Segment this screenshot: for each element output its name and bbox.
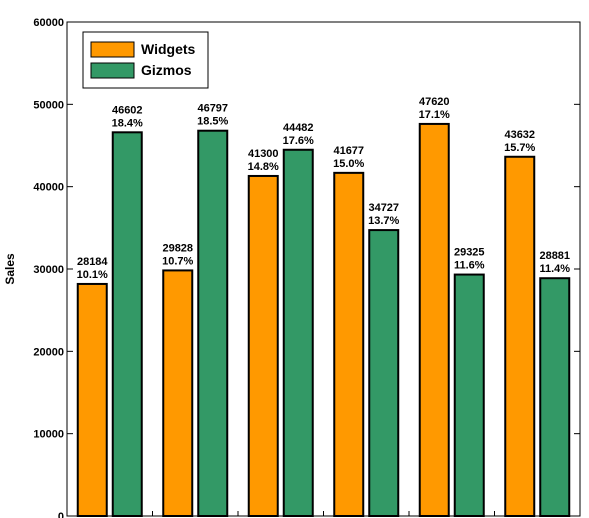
value-label: 46602 [112,104,143,116]
percent-label: 10.1% [77,269,108,281]
bar-widgets-3 [247,174,279,517]
percent-label: 15.7% [504,142,535,154]
bar-widgets-1 [76,282,108,517]
bar-widgets-6 [504,155,536,517]
value-label: 46797 [197,103,228,115]
value-label: 28881 [539,250,570,262]
percent-label: 18.4% [112,117,143,129]
y-tick-label: 0 [58,511,64,518]
percent-label: 17.6% [283,135,314,147]
bar-gizmos-5 [453,273,485,517]
value-label: 29828 [162,242,193,254]
legend-swatch-widgets [90,41,135,58]
value-label: 41677 [333,145,364,157]
value-label: 43632 [504,129,535,141]
axis-ticks: 0 10000 20000 30000 40000 50000 60000 [33,17,580,518]
value-label: 28184 [77,256,108,268]
legend-box [82,31,209,89]
percent-label: 18.5% [197,116,228,128]
percent-label: 17.1% [419,109,450,121]
y-tick-label: 10000 [33,429,64,441]
plot-frame [66,21,581,517]
percent-label: 11.4% [539,263,570,275]
value-label: 44482 [283,122,314,134]
percent-label: 11.6% [454,260,485,272]
legend-label-widgets: Widgets [141,41,196,57]
y-tick-label: 40000 [33,182,64,194]
bar-gizmos-1 [111,131,143,517]
percent-label: 13.7% [368,215,399,227]
percent-label: 14.8% [248,161,279,173]
y-tick-label: 20000 [33,346,64,358]
percent-label: 10.7% [162,255,193,267]
bar-widgets-5 [418,122,450,517]
y-tick-label: 30000 [33,264,64,276]
y-axis-title: Sales [3,253,17,285]
value-label: 34727 [368,202,399,214]
bar-gizmos-2 [197,129,229,517]
y-tick-label: 50000 [33,99,64,111]
percent-label: 15.0% [333,158,364,170]
value-label: 47620 [419,96,450,108]
bar-gizmos-6 [539,277,571,517]
bar-gizmos-4 [368,229,400,518]
bar-widgets-4 [333,171,365,517]
value-label: 41300 [248,148,279,160]
legend: Widgets Gizmos [82,31,209,89]
value-label: 29325 [454,247,485,259]
legend-label-gizmos: Gizmos [141,62,192,78]
bar-gizmos-3 [282,148,314,517]
bars [76,122,571,518]
bar-widgets-2 [162,269,194,517]
y-tick-label: 60000 [33,17,64,29]
legend-swatch-gizmos [90,62,135,79]
